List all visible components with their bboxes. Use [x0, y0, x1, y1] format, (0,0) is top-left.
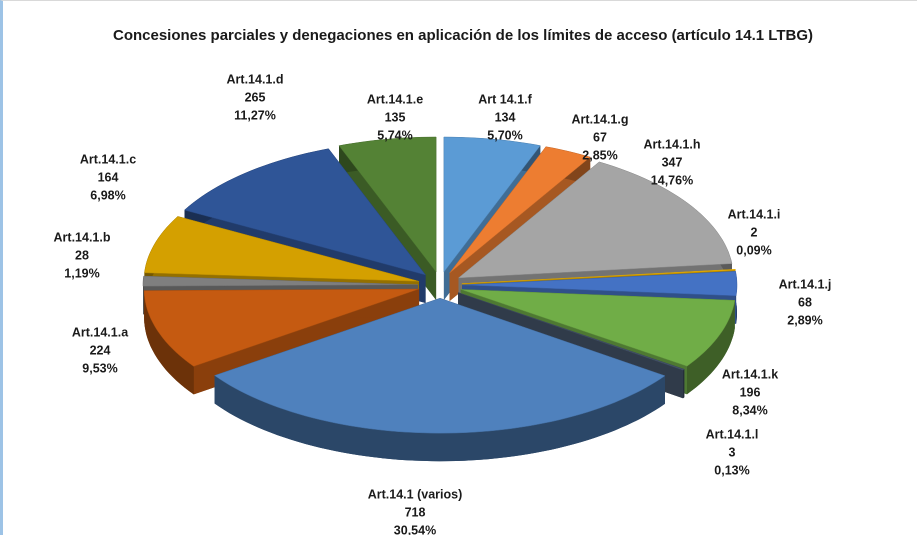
slice-label-value: 164 — [98, 170, 119, 184]
slice-top — [214, 297, 666, 434]
slice-label-percent: 5,74% — [377, 128, 412, 142]
slice-top — [460, 289, 736, 367]
slice-label-value: 196 — [740, 385, 761, 399]
slice-label-value: 134 — [495, 110, 516, 124]
slice-top — [461, 269, 736, 284]
slice-top — [338, 136, 437, 273]
slice-label-name: Art.14.1.e — [367, 92, 423, 106]
pie-slice — [214, 297, 666, 462]
slice-label-value: 265 — [245, 90, 266, 104]
slice-label-value: 224 — [90, 343, 111, 357]
slice-label-name: Art.14.1.l — [706, 427, 759, 441]
slice-label-name: Art.14.1.c — [80, 152, 136, 166]
slice-label-name: Art.14.1.b — [54, 230, 111, 244]
slice-top — [443, 136, 541, 273]
slice-label-name: Art 14.1.f — [478, 92, 532, 106]
slice-side — [687, 300, 735, 395]
slice-label-percent: 2,85% — [582, 148, 617, 162]
slice-top — [461, 271, 738, 297]
slice-label-name: Art.14.1.i — [728, 207, 781, 221]
slice-label-value: 67 — [593, 130, 607, 144]
slice-label-name: Art.14.1.g — [572, 112, 629, 126]
slice-label-percent: 0,09% — [736, 243, 771, 257]
slice-label-percent: 14,76% — [651, 173, 693, 187]
slice-side — [683, 369, 685, 399]
slice-label-percent: 30,54% — [394, 523, 436, 535]
slice-label-value: 3 — [729, 445, 736, 459]
slice-top — [142, 275, 419, 287]
slice-label-name: Art.14.1.h — [644, 137, 701, 151]
slice-label-name: Art.14.1.a — [72, 325, 129, 339]
slice-label-value: 2 — [751, 225, 758, 239]
slice-top — [457, 161, 733, 279]
slice-label-percent: 8,34% — [732, 403, 767, 417]
slice-label-name: Art.14.1.k — [722, 367, 778, 381]
slice-side — [214, 375, 665, 462]
slice-side — [144, 290, 194, 395]
slice-top — [449, 146, 591, 274]
slice-label-name: Art.14.1.d — [227, 72, 284, 86]
slice-label-value: 68 — [798, 295, 812, 309]
slice-label-percent: 0,13% — [714, 463, 749, 477]
chart-title: Concesiones parciales y denegaciones en … — [113, 27, 813, 44]
slice-label-name: Art.14.1.j — [779, 277, 832, 291]
slice-label-percent: 9,53% — [82, 361, 117, 375]
slice-top — [457, 292, 685, 371]
slice-label-percent: 6,98% — [90, 188, 125, 202]
slice-label-value: 718 — [405, 505, 426, 519]
slice-top — [183, 148, 427, 276]
slice-label-percent: 5,70% — [487, 128, 522, 142]
slice-label-value: 28 — [75, 248, 89, 262]
slice-label-value: 135 — [385, 110, 406, 124]
slice-label-percent: 2,89% — [787, 313, 822, 327]
slice-top — [143, 288, 420, 367]
slice-label-percent: 11,27% — [234, 108, 276, 122]
slice-label-percent: 1,19% — [64, 266, 99, 280]
slice-label-name: Art.14.1 (varios) — [368, 487, 462, 501]
slice-top — [144, 216, 419, 282]
slice-label-value: 347 — [662, 155, 683, 169]
